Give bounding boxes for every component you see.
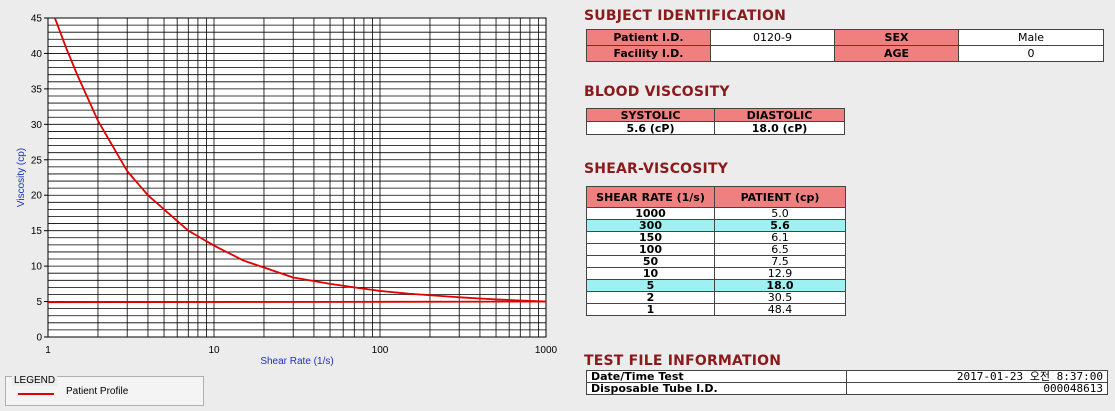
table-row: 10 12.9 [586, 267, 846, 280]
value-cell: 18.0 [714, 279, 846, 292]
age-value: 0 [958, 45, 1104, 62]
testfile-title: TEST FILE INFORMATION [584, 353, 782, 369]
facility-id-value [710, 45, 835, 62]
value-cell: 30.5 [714, 291, 846, 304]
rate-cell: 100 [586, 243, 715, 256]
rate-cell: 300 [586, 219, 715, 232]
table-row: 150 6.1 [586, 231, 846, 244]
tube-value: 000048613 [846, 382, 1108, 395]
systolic-label: SYSTOLIC [586, 108, 715, 122]
testfile-table: Date/Time Test 2017-01-23 오전 8:37:00 Dis… [586, 370, 1108, 395]
y-tick-label: 25 [31, 155, 43, 166]
y-tick-label: 40 [31, 49, 43, 60]
table-row: 1000 5.0 [586, 207, 846, 220]
x-axis-label: Shear Rate (1/s) [260, 356, 333, 367]
legend-label: Patient Profile [66, 386, 129, 397]
tube-label: Disposable Tube I.D. [586, 382, 847, 395]
subject-table: Patient I.D. 0120-9 SEX Male Facility I.… [586, 29, 1104, 62]
y-tick-label: 15 [31, 226, 43, 237]
value-cell: 5.6 [714, 219, 846, 232]
x-tick-label: 100 [372, 345, 389, 356]
plot-background [48, 18, 546, 337]
shear-title: SHEAR-VISCOSITY [584, 161, 729, 177]
sex-label: SEX [834, 29, 959, 46]
patient-profile-line [54, 17, 547, 303]
diastolic-value: 18.0 (cP) [714, 121, 845, 135]
age-label: AGE [834, 45, 959, 62]
legend-swatch [18, 393, 54, 395]
x-tick-label: 10 [208, 345, 220, 356]
table-row: 2 30.5 [586, 291, 846, 304]
shear-rate-header: SHEAR RATE (1/s) [586, 186, 715, 208]
x-tick-label: 1000 [535, 345, 558, 356]
rate-cell: 50 [586, 255, 715, 268]
patient-header: PATIENT (cp) [714, 186, 846, 208]
y-tick-label: 30 [31, 120, 43, 131]
y-tick-label: 35 [31, 84, 43, 95]
rate-cell: 2 [586, 291, 715, 304]
value-cell: 12.9 [714, 267, 846, 280]
value-cell: 48.4 [714, 303, 846, 316]
patient-id-value: 0120-9 [710, 29, 835, 46]
y-tick-label: 45 [31, 14, 43, 25]
y-axis-label: Viscosity (cp) [16, 148, 27, 207]
blood-title: BLOOD VISCOSITY [584, 84, 730, 100]
rate-cell: 150 [586, 231, 715, 244]
table-row: 100 6.5 [586, 243, 846, 256]
viscosity-chart: 0 5 10 15 20 25 30 35 40 45 1 10 100 1000 Shear Rate (… [0, 0, 570, 372]
rate-cell: 1000 [586, 207, 715, 220]
value-cell: 6.5 [714, 243, 846, 256]
report-panel: SUBJECT IDENTIFICATION Patient I.D. 0120… [584, 0, 1109, 411]
table-row: 1 48.4 [586, 303, 846, 316]
y-tick-label: 20 [31, 191, 43, 202]
value-cell: 6.1 [714, 231, 846, 244]
blood-table: SYSTOLIC DIASTOLIC 5.6 (cP) 18.0 (cP) [586, 108, 845, 135]
diastolic-label: DIASTOLIC [714, 108, 845, 122]
y-tick-label: 10 [31, 262, 43, 273]
table-row: 50 7.5 [586, 255, 846, 268]
shear-table: SHEAR RATE (1/s) PATIENT (cp) 1000 5.0 30… [586, 186, 846, 316]
chart-svg: 0 5 10 15 20 25 30 35 40 45 1 10 100 1000 Shear Rate (… [16, 14, 558, 368]
legend-title: LEGEND [12, 375, 58, 386]
subject-title: SUBJECT IDENTIFICATION [584, 8, 787, 24]
patient-id-label: Patient I.D. [586, 29, 711, 46]
rate-cell: 1 [586, 303, 715, 316]
rate-cell: 10 [586, 267, 715, 280]
x-tick-label: 1 [45, 345, 51, 356]
table-row-highlighted: 5 18.0 [586, 279, 846, 292]
date-value: 2017-01-23 오전 8:37:00 [846, 370, 1108, 383]
reference-line [47, 300, 547, 304]
table-row-highlighted: 300 5.6 [586, 219, 846, 232]
facility-id-label: Facility I.D. [586, 45, 711, 62]
rate-cell: 5 [586, 279, 715, 292]
value-cell: 5.0 [714, 207, 846, 220]
sex-value: Male [958, 29, 1104, 46]
date-label: Date/Time Test [586, 370, 847, 383]
legend: LEGEND Patient Profile [5, 375, 204, 406]
y-tick-label: 0 [36, 333, 42, 344]
y-tick-label: 5 [36, 297, 42, 308]
systolic-value: 5.6 (cP) [586, 121, 715, 135]
plot-frame [47, 17, 547, 338]
value-cell: 7.5 [714, 255, 846, 268]
